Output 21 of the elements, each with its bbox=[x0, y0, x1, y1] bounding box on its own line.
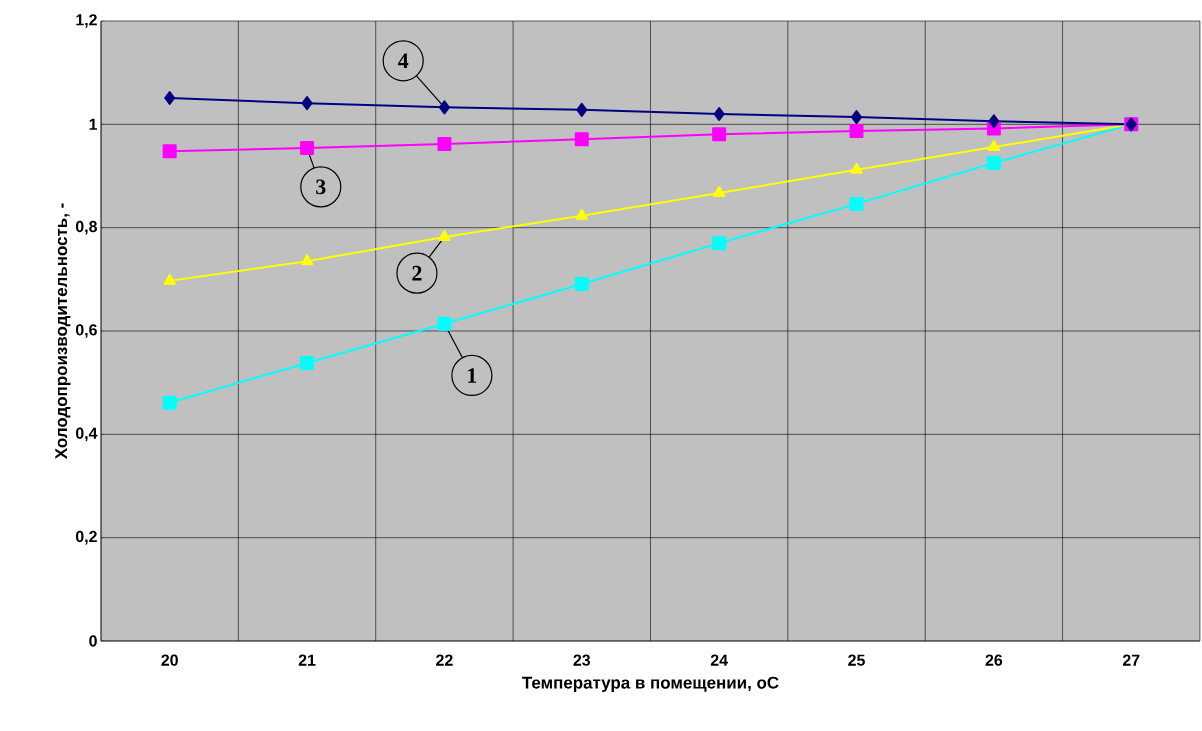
x-tick-label: 27 bbox=[1122, 654, 1140, 666]
annotation: 3 bbox=[316, 179, 326, 195]
y-tick-label: 0,2 bbox=[75, 530, 97, 545]
y-tick-label: 0,4 bbox=[75, 427, 98, 442]
y-tick-label: 1,2 bbox=[76, 14, 97, 28]
x-tick-label: 20 bbox=[161, 654, 178, 666]
x-tick-label: 21 bbox=[298, 654, 316, 666]
y-tick-label: 0 bbox=[89, 635, 97, 647]
y-tick-label: 1 bbox=[89, 118, 98, 130]
x-tick-label: 24 bbox=[710, 654, 728, 666]
annotation: 4 bbox=[398, 53, 409, 68]
annotation: 1 bbox=[468, 368, 477, 383]
x-tick-label: 25 bbox=[848, 654, 865, 666]
y-tick-label: 0,8 bbox=[75, 220, 97, 235]
x-tick-label: 22 bbox=[436, 654, 453, 666]
annotation: 2 bbox=[412, 265, 422, 281]
x-tick-label: 23 bbox=[573, 654, 591, 666]
y-tick-label: 0,6 bbox=[75, 324, 97, 338]
y-axis-title: Холодопроизводительность, - bbox=[55, 203, 71, 460]
x-axis-title: Температура в помещении, оС bbox=[522, 676, 779, 693]
x-tick-label: 26 bbox=[985, 654, 1003, 666]
